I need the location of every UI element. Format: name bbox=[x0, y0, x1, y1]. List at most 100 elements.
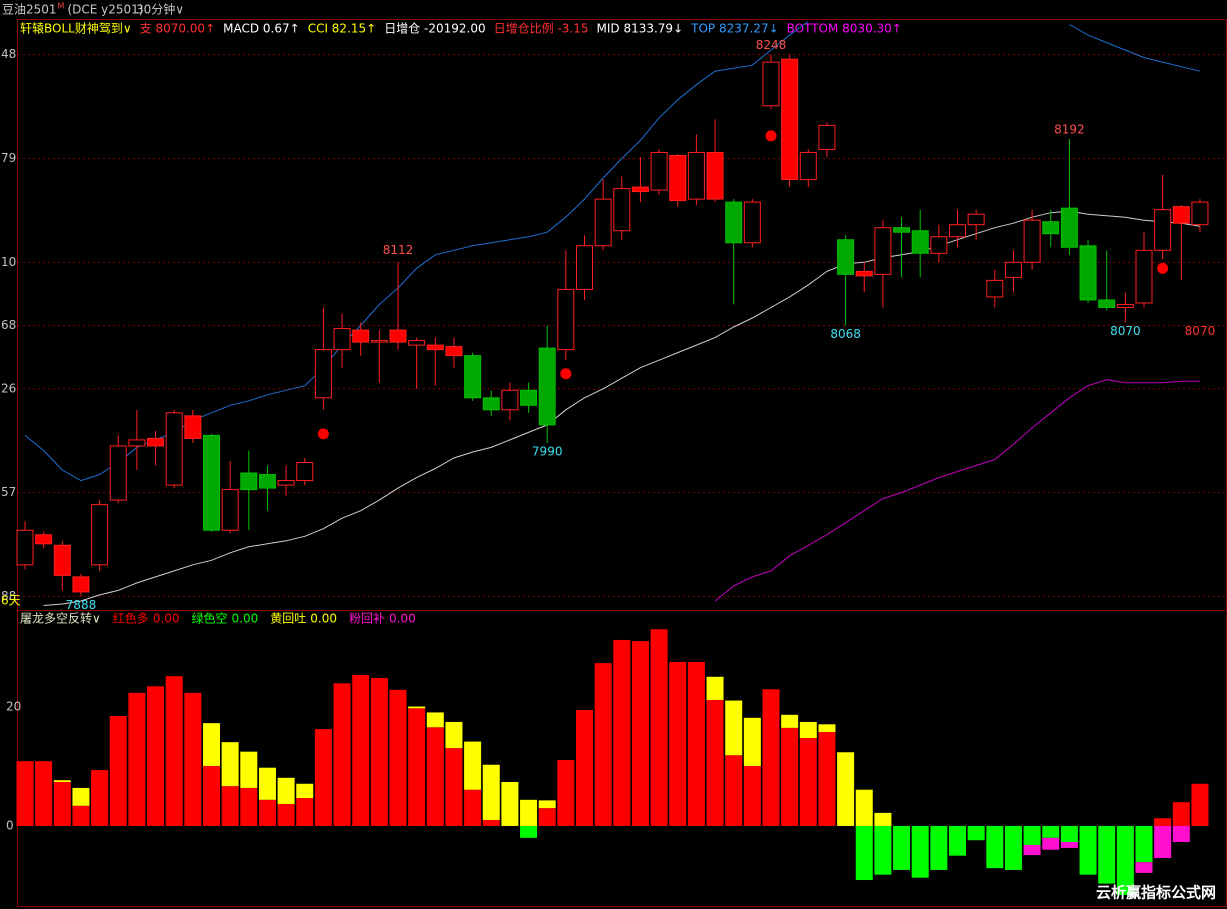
legend-name: 黄回吐 bbox=[270, 612, 306, 626]
histogram-bar bbox=[426, 727, 444, 826]
signal-dot bbox=[1157, 262, 1169, 274]
histogram-bar bbox=[389, 689, 407, 826]
indicator-line bbox=[714, 379, 1200, 602]
histogram-bar bbox=[557, 759, 575, 826]
histogram-bar bbox=[370, 677, 388, 826]
candle-body bbox=[855, 270, 873, 277]
histogram-bar bbox=[464, 789, 482, 826]
histogram-bar bbox=[1154, 818, 1172, 826]
symbol[interactable]: 豆油2501 bbox=[2, 3, 57, 17]
legend-value: 0.00 bbox=[389, 612, 416, 626]
y-tick-label: 0 bbox=[6, 818, 14, 832]
histogram-bar bbox=[650, 629, 668, 826]
candle-body bbox=[53, 544, 71, 576]
histogram-bar bbox=[333, 683, 351, 826]
histogram-bar bbox=[426, 712, 444, 728]
histogram-bar bbox=[91, 770, 109, 826]
candle-body bbox=[986, 279, 1004, 298]
signal-dot bbox=[560, 368, 572, 380]
candle-body bbox=[258, 474, 276, 489]
histogram-bar bbox=[445, 721, 463, 749]
histogram-bar bbox=[762, 689, 780, 826]
candle-body bbox=[762, 61, 780, 107]
histogram-bar bbox=[799, 737, 817, 826]
period-selector[interactable]: 30分钟∨ bbox=[136, 2, 184, 17]
histogram-bar bbox=[520, 825, 538, 838]
histogram-bar bbox=[109, 716, 127, 826]
candle-body bbox=[893, 227, 911, 233]
histogram-bar bbox=[743, 765, 761, 826]
candle-body bbox=[203, 434, 220, 531]
histogram-bar bbox=[1023, 844, 1041, 856]
candle-body bbox=[1191, 201, 1209, 226]
histogram-bar bbox=[277, 777, 295, 804]
histogram-bar bbox=[258, 767, 276, 800]
histogram-bar bbox=[893, 825, 911, 870]
histogram-bar bbox=[221, 742, 239, 787]
candle-body bbox=[1116, 303, 1134, 308]
candle-body bbox=[538, 347, 556, 426]
signal-dot bbox=[317, 428, 329, 440]
histogram-bar bbox=[203, 723, 220, 766]
price-annotation: 8192 bbox=[1054, 122, 1085, 136]
candle-body bbox=[1098, 299, 1116, 308]
signal-dot bbox=[765, 130, 777, 142]
legend-value: 0.00 bbox=[232, 612, 259, 626]
histogram-bar bbox=[408, 706, 426, 709]
candle-body bbox=[408, 340, 426, 346]
y-tick-label: 57 bbox=[1, 485, 16, 499]
candle-body bbox=[949, 224, 966, 238]
candle-body bbox=[16, 529, 34, 566]
candle-body bbox=[669, 154, 687, 202]
histogram-bar bbox=[706, 676, 724, 700]
histogram-bar bbox=[221, 786, 239, 826]
histogram-bar bbox=[464, 741, 482, 790]
price-annotation: 8248 bbox=[756, 38, 787, 52]
candle-body bbox=[576, 245, 593, 290]
histogram-bar bbox=[482, 820, 500, 826]
histogram-bar bbox=[184, 692, 202, 826]
watermark: 云析赢指标公式网 bbox=[1096, 884, 1216, 902]
candle-body bbox=[687, 151, 705, 200]
exchange: (DCE y2501) bbox=[67, 3, 143, 17]
candle-body bbox=[464, 355, 482, 399]
candle-body bbox=[650, 151, 668, 191]
histogram-bar bbox=[837, 752, 855, 826]
histogram-bar bbox=[203, 765, 220, 826]
y-tick-label: 26 bbox=[1, 381, 16, 395]
legend-name: 粉回补 bbox=[349, 612, 385, 626]
candle-body bbox=[165, 412, 183, 486]
candle-body bbox=[967, 213, 985, 226]
candle-body bbox=[874, 227, 892, 275]
candle-body bbox=[911, 230, 929, 254]
histogram-bar bbox=[1079, 825, 1097, 875]
candle-body bbox=[296, 462, 314, 482]
histogram-bar bbox=[1098, 825, 1116, 884]
histogram-bar bbox=[725, 755, 743, 826]
candle-body bbox=[613, 188, 631, 232]
candle-body bbox=[426, 344, 444, 351]
histogram-bar bbox=[1060, 825, 1078, 843]
legend-value: 0.00 bbox=[153, 612, 180, 626]
price-annotation: 8070 bbox=[1110, 324, 1141, 338]
histogram-bar bbox=[240, 787, 258, 826]
top-bar: 豆油2501 M (DCE y2501) 30分钟∨ bbox=[2, 2, 184, 17]
legend-name: 绿色空 bbox=[192, 611, 228, 626]
histogram-bar bbox=[35, 761, 53, 826]
histogram-bar bbox=[72, 805, 90, 826]
histogram-bar bbox=[781, 714, 799, 728]
candle-body bbox=[147, 437, 165, 447]
histogram-bar bbox=[128, 692, 146, 826]
candle-body bbox=[72, 576, 90, 593]
candle-body bbox=[520, 389, 538, 406]
histogram-bar bbox=[874, 812, 892, 826]
y-tick-label: 48 bbox=[1, 47, 16, 61]
candle-body bbox=[35, 534, 53, 545]
histogram-bar bbox=[1060, 842, 1078, 848]
histogram-bar bbox=[53, 780, 71, 782]
candle-body bbox=[799, 151, 817, 181]
y-tick-label: 79 bbox=[1, 151, 16, 165]
legend-item: 轩辕BOLL财神驾到∨ bbox=[20, 21, 132, 36]
legend-item: TOP 8237.27↓ bbox=[690, 22, 779, 36]
